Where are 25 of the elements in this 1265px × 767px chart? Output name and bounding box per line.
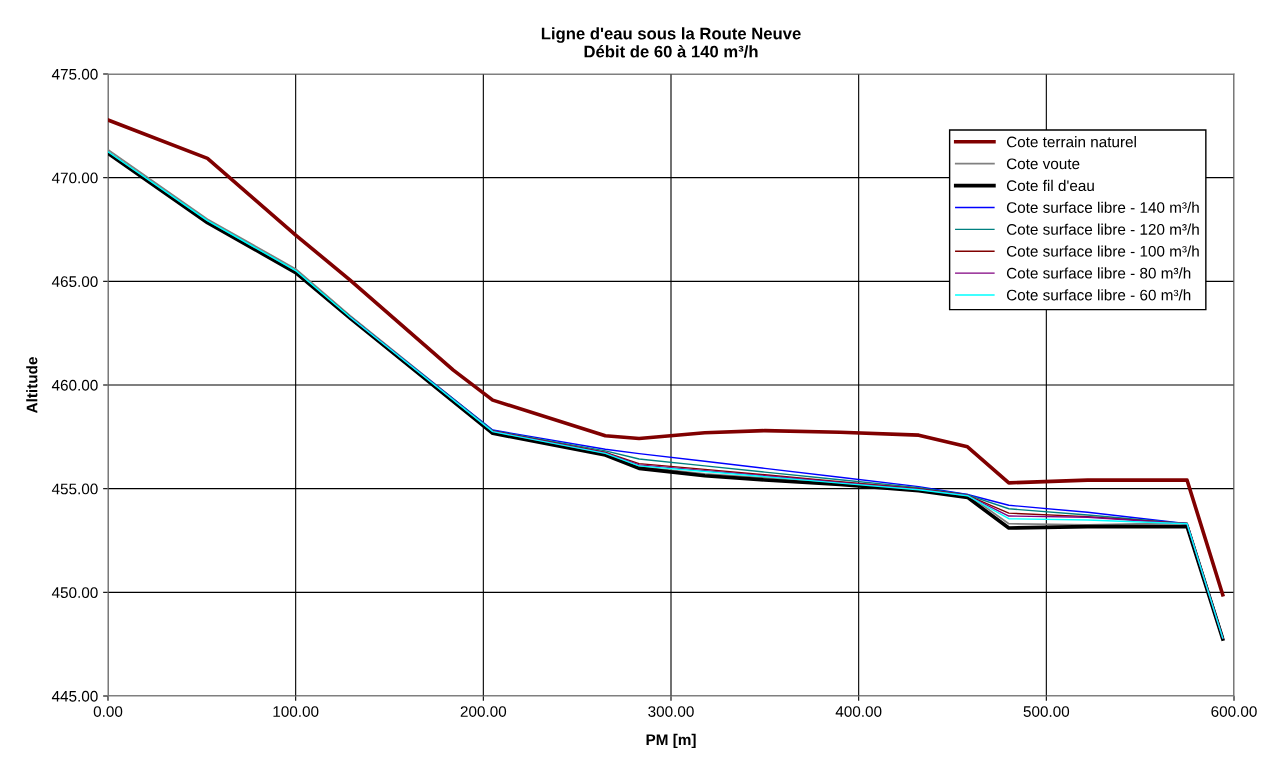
legend-label: Cote surface libre - 60 m³/h bbox=[1006, 289, 1191, 301]
y-tick-label: 445.00 bbox=[51, 690, 98, 702]
legend-label: Cote surface libre - 120 m³/h bbox=[1006, 223, 1199, 235]
legend-label: Cote surface libre - 140 m³/h bbox=[1006, 201, 1199, 213]
y-tick-label: 475.00 bbox=[51, 68, 98, 80]
legend-label: Cote voute bbox=[1006, 158, 1080, 170]
x-tick-label: 0.00 bbox=[93, 706, 123, 717]
legend-label: Cote fil d'eau bbox=[1006, 179, 1094, 192]
y-tick-label: 455.00 bbox=[51, 483, 98, 495]
x-tick-label: 400.00 bbox=[835, 706, 882, 717]
y-tick-label: 460.00 bbox=[51, 379, 98, 391]
y-tick-label: 470.00 bbox=[51, 172, 98, 184]
x-tick-label: 600.00 bbox=[1211, 706, 1257, 717]
y-tick-label: 450.00 bbox=[51, 587, 98, 599]
y-tick-label: 465.00 bbox=[51, 276, 98, 288]
legend-label: Cote surface libre - 80 m³/h bbox=[1006, 267, 1191, 279]
x-tick-label: 300.00 bbox=[648, 706, 694, 717]
y-axis-title: Altitude bbox=[26, 357, 38, 414]
legend-label: Cote surface libre - 100 m³/h bbox=[1006, 245, 1199, 257]
chart-title: Ligne d'eau sous la Route Neuve Débit de 60 à 140 m³/h bbox=[541, 27, 801, 58]
x-axis-title: PM [m] bbox=[646, 733, 696, 749]
x-tick-label: 500.00 bbox=[1023, 706, 1070, 717]
legend-label: Cote terrain naturel bbox=[1006, 136, 1136, 148]
x-tick-label: 200.00 bbox=[460, 706, 507, 717]
x-tick-label: 100.00 bbox=[273, 706, 319, 717]
